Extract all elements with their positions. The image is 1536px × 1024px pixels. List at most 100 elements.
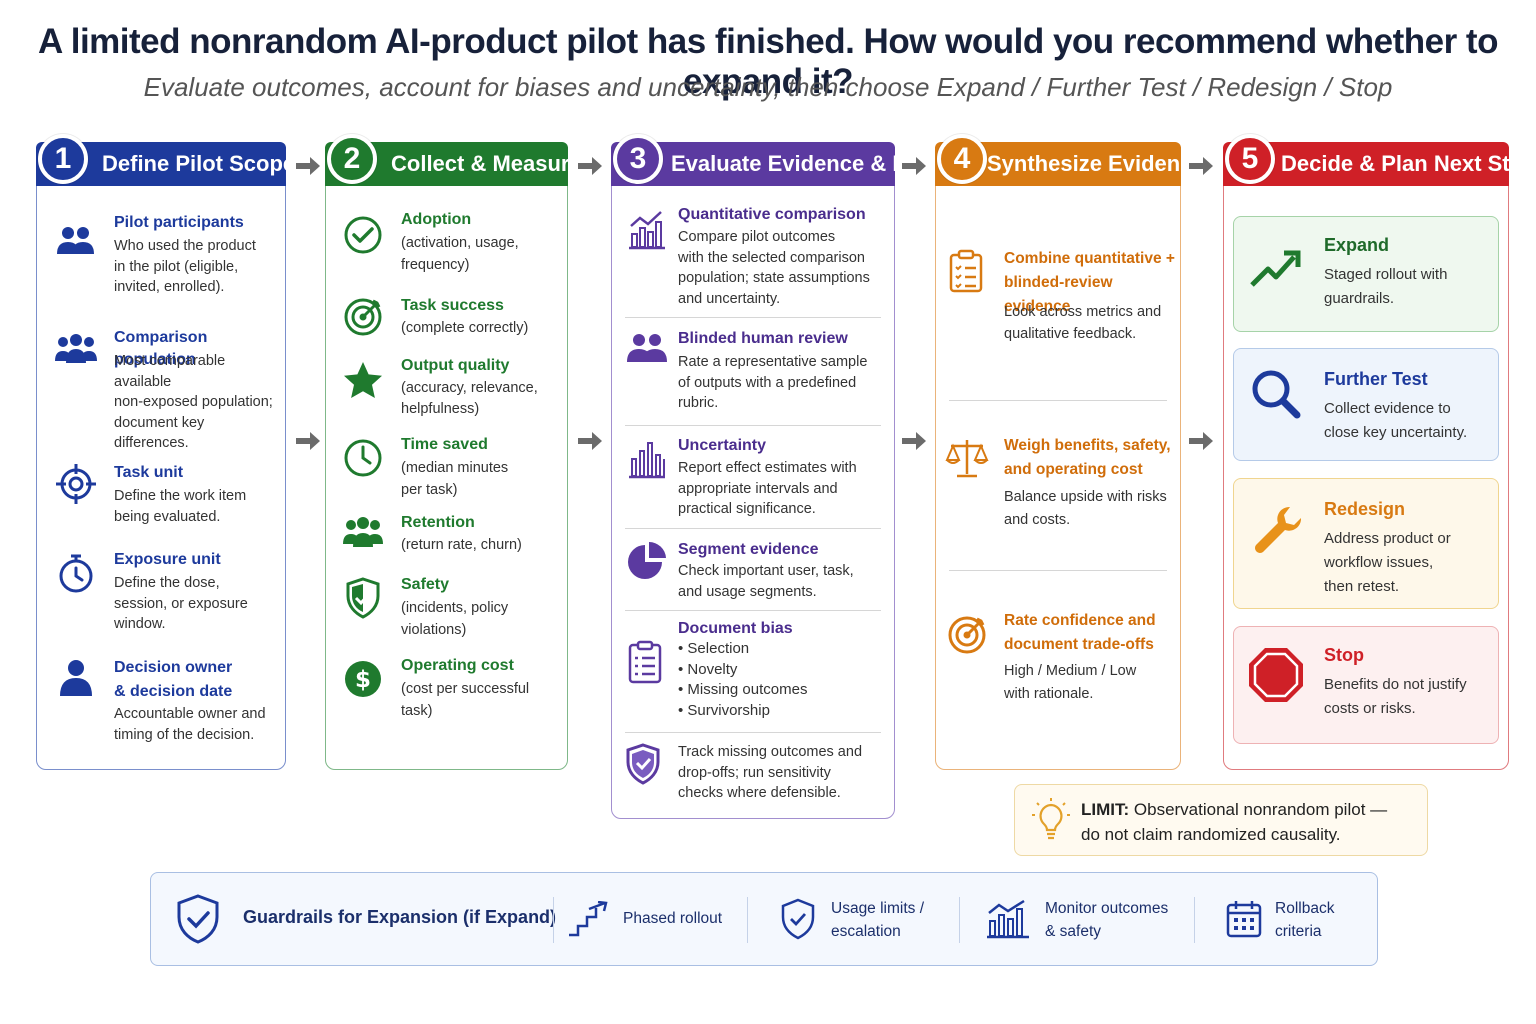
bar-chart-icon: [625, 208, 669, 252]
item-title: Task success: [401, 297, 504, 314]
step-1-column: Define Pilot Scope 1 Pilot participants …: [36, 134, 295, 770]
item-title: Task unit: [114, 464, 184, 481]
people-icon: [341, 512, 385, 556]
arrow-right-icon: [1188, 155, 1214, 177]
person-icon: [54, 656, 98, 700]
step-3-box: [611, 164, 895, 819]
item-desc: Accountable owner and timing of the decis…: [114, 706, 266, 743]
item-desc: Compare pilot outcomes with the selected …: [678, 229, 870, 307]
item-title: Operating cost: [401, 657, 514, 674]
step-4-label: Synthesize Evidence: [987, 151, 1205, 176]
target-icon: [945, 613, 989, 657]
step-3-label: Evaluate Evidence & Bias: [671, 151, 939, 176]
item-desc: Track missing outcomes and drop-offs; run…: [678, 744, 863, 801]
option-title: Expand: [1324, 235, 1390, 255]
item-title: Blinded human review: [678, 330, 848, 347]
scale-icon: [945, 436, 989, 480]
item-title: Document bias: [678, 620, 793, 637]
arrow-right-icon: [295, 155, 321, 177]
divider: [949, 570, 1167, 571]
step-5-label: Decide & Plan Next Step: [1281, 151, 1536, 176]
item-desc: (accuracy, relevance, helpfulness): [401, 380, 538, 417]
guardrail-item: Rollback criteria: [1275, 900, 1335, 940]
clipboard-icon: [623, 640, 667, 684]
calendar-icon: [1225, 899, 1263, 939]
limit-text: LIMIT: Observational nonrandom pilot — d…: [1081, 800, 1388, 844]
target-icon: [341, 295, 385, 339]
item-title: Pilot participants: [114, 214, 244, 231]
option-desc: Address product or workflow issues, then r…: [1324, 530, 1451, 595]
page-subtitle: Evaluate outcomes, account for biases an…: [143, 72, 1393, 102]
item-title: Adoption: [401, 211, 472, 228]
shield-check-icon: [779, 897, 817, 941]
item-title: Quantitative comparison: [678, 206, 866, 223]
stairs-icon: [567, 900, 609, 939]
item-title: Output quality: [401, 357, 510, 374]
step-4-box: [935, 164, 1181, 770]
item-desc: • Selection • Novelty • Missing outcomes • …: [678, 640, 808, 719]
group-icon: [54, 329, 98, 373]
dollar-icon: $: [341, 657, 385, 701]
item-title: Comparison population: [114, 329, 208, 368]
item-desc: (cost per successful task): [401, 681, 530, 719]
guardrail-item: Usage limits / escalation: [831, 900, 925, 940]
guardrails-title: Guardrails for Expansion (if Expand): [243, 907, 557, 927]
divider: [625, 610, 881, 611]
bar-chart-icon: [985, 899, 1031, 939]
arrow-right-icon: [901, 430, 927, 452]
check-circle-icon: [341, 213, 385, 257]
option-redesign: Redesign Address product or workflow issu…: [1233, 478, 1499, 609]
guardrail-item: Phased rollout: [623, 910, 723, 927]
divider: [625, 425, 881, 426]
item-title: Combine quantitative + blinded-review evi…: [1004, 250, 1175, 315]
step-2-badge: 2: [327, 134, 377, 184]
item-title: Rate confidence and document trade-offs: [1004, 612, 1156, 653]
option-stop: Stop Benefits do not justify costs or ris…: [1233, 626, 1499, 744]
option-title: Further Test: [1324, 369, 1428, 389]
divider: [949, 400, 1167, 401]
option-desc: Benefits do not justify costs or risks.: [1324, 676, 1467, 717]
divider: [959, 897, 960, 943]
lightbulb-icon: [1031, 797, 1071, 841]
clipboard-list-icon: [945, 249, 989, 293]
item-title: Decision owner & decision date: [114, 659, 233, 700]
item-title: Time saved: [401, 436, 488, 453]
interval-chart-icon: [625, 437, 669, 481]
option-title: Redesign: [1324, 499, 1406, 519]
divider: [625, 528, 881, 529]
item-desc: (complete correctly): [401, 320, 529, 336]
trend-up-icon: [1246, 239, 1306, 299]
item-desc: Most comparable available non-exposed pop…: [114, 353, 273, 451]
item-desc: Check important user, task, and usage seg…: [678, 563, 854, 600]
item-title: Retention: [401, 514, 475, 531]
item-desc: Report effect estimates with appropriate …: [678, 460, 857, 517]
item-desc: Define the dose, session, or exposure wind…: [114, 575, 248, 632]
step-2-label: Collect & Measure: [391, 151, 582, 176]
option-title: Stop: [1324, 645, 1364, 665]
item-title: Safety: [401, 576, 450, 593]
item-desc: (incidents, policy violations): [401, 600, 509, 638]
item-desc: Who used the product in the pilot (eligib…: [114, 238, 256, 295]
item-desc: (return rate, churn): [401, 537, 522, 553]
divider: [1194, 897, 1195, 943]
item-title: Segment evidence: [678, 541, 819, 558]
stopwatch-icon: [54, 551, 98, 595]
option-further-test: Further Test Collect evidence to close ke…: [1233, 348, 1499, 461]
magnifier-icon: [1246, 365, 1306, 425]
item-desc: Look across metrics and qualitative feedb…: [1004, 304, 1162, 342]
step-5-column: Decide & Plan Next Step 5 Expand Staged …: [1223, 134, 1535, 770]
star-icon: [341, 359, 385, 403]
arrow-right-icon: [577, 430, 603, 452]
step-1-label: Define Pilot Scope: [102, 151, 296, 176]
divider: [747, 897, 748, 943]
pie-chart-icon: [625, 539, 669, 583]
item-desc: (activation, usage, frequency): [401, 235, 519, 273]
item-desc: Define the work item being evaluated.: [114, 488, 247, 525]
guardrail-item: Monitor outcomes & safety: [1045, 900, 1169, 940]
item-desc: (median minutes per task): [401, 460, 509, 498]
shield-check-icon: [621, 742, 665, 786]
step-2-column: Collect & Measure 2 Adoption (activation…: [325, 134, 582, 770]
step-5-badge: 5: [1225, 134, 1275, 184]
svg-text:$: $: [355, 667, 371, 693]
item-desc: Rate a representative sample of outputs w…: [678, 354, 868, 411]
